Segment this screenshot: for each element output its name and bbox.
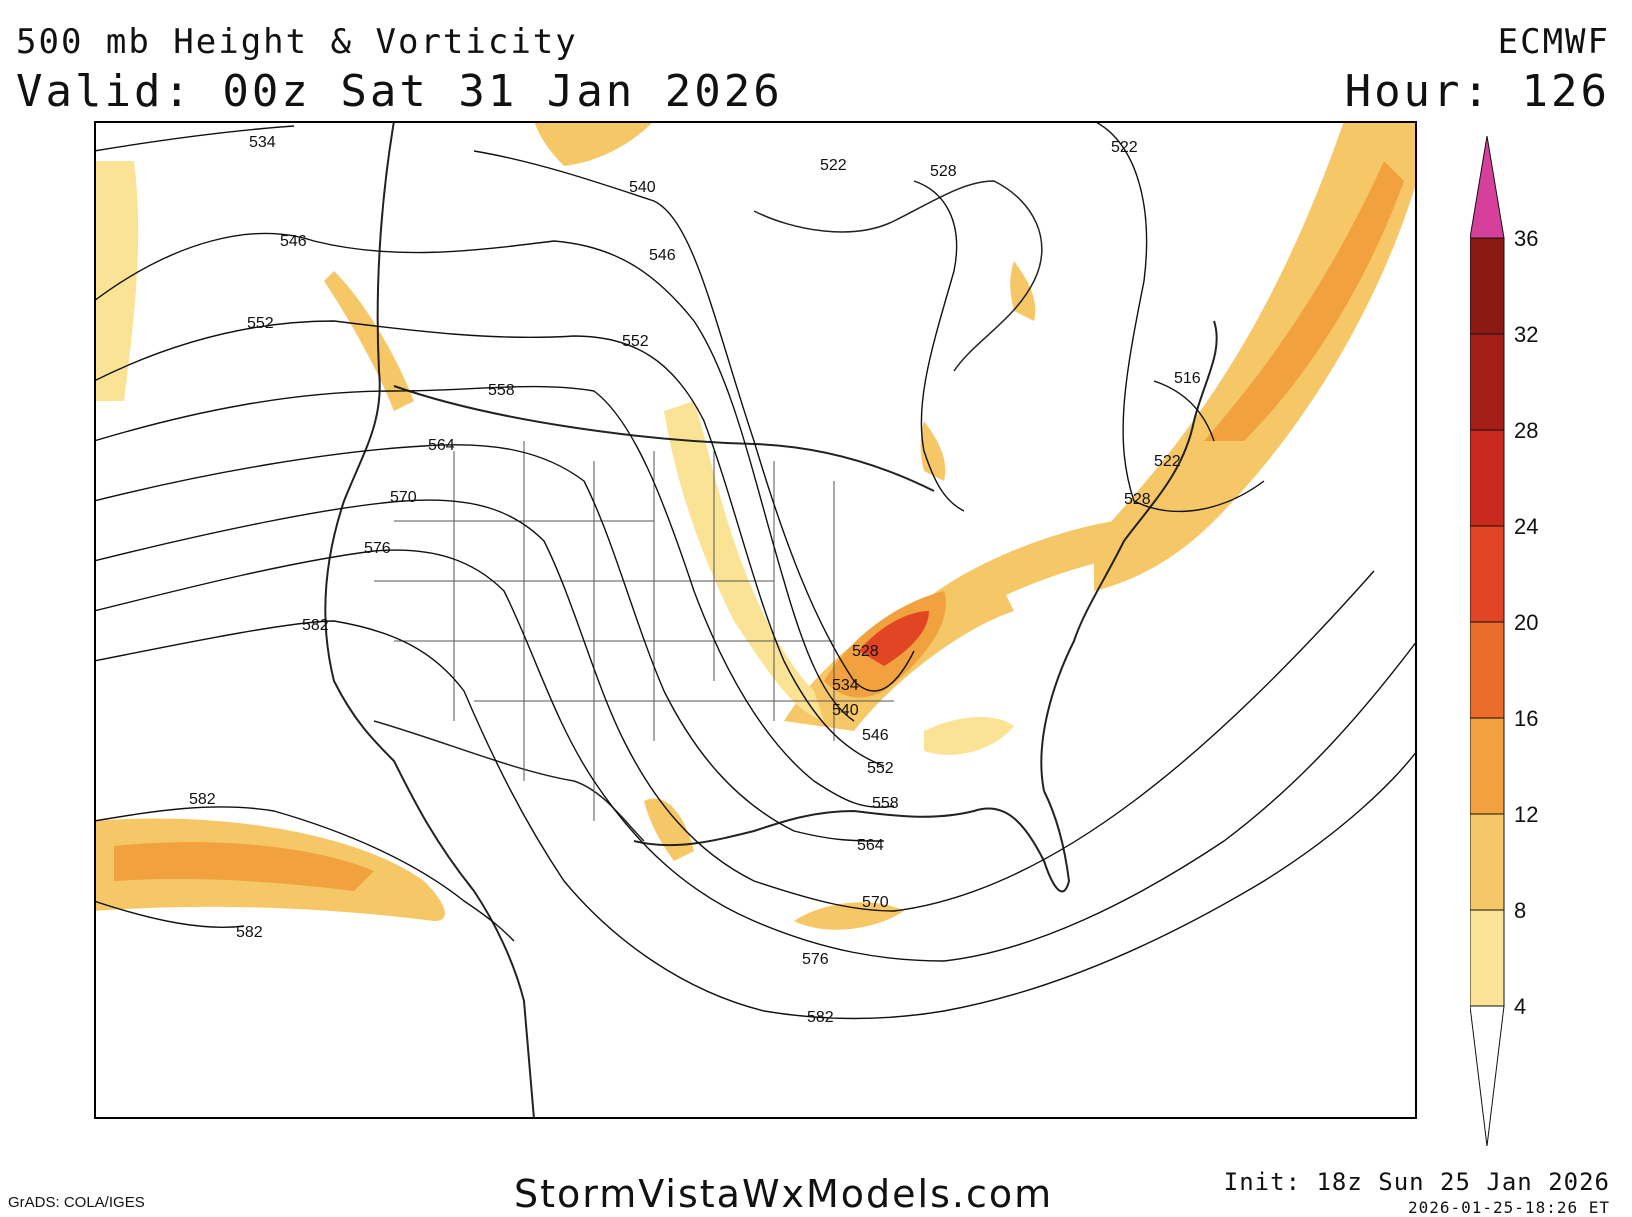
label-522-hudson: 522 [820, 157, 847, 174]
contour-522 [1093, 121, 1265, 513]
gulf-coastline [633, 790, 1071, 893]
colorbar-tick-32: 32 [1514, 322, 1538, 347]
colorbar-bin-4-8 [1470, 909, 1505, 1007]
label-582-sw2: 582 [236, 924, 263, 941]
contour-labels: 534 546 552 540 546 552 558 564 570 576 … [189, 134, 1201, 1026]
grads-credit: GrADS: COLA/IGES [8, 1194, 145, 1211]
label-552-west: 552 [247, 315, 274, 332]
colorbar-bin-20-24 [1470, 525, 1505, 623]
vort-band-atlantic [1094, 121, 1417, 591]
vort-pacific-sw-core [114, 842, 374, 891]
colorbar-bin-16-20 [1470, 621, 1505, 719]
vort-band-atlantic-core [1204, 161, 1404, 441]
vort-quebec [920, 421, 946, 481]
vort-max-core [859, 611, 929, 666]
label-522-ne: 522 [1111, 139, 1138, 156]
hudson-bay-shore [753, 180, 1043, 372]
contour-564 [94, 444, 885, 842]
generated-timestamp: 2026-01-25-18:26 ET [1407, 1198, 1610, 1217]
vort-hudson [534, 121, 654, 166]
colorbar-bin-12-16 [1470, 717, 1505, 815]
label-528-labrador: 528 [930, 163, 957, 180]
label-576-gulf: 576 [802, 951, 829, 968]
label-570-gulf: 570 [862, 894, 889, 911]
vort-pacific-west [94, 161, 139, 401]
label-546-west: 546 [280, 233, 307, 250]
colorbar-bin-24-28 [1470, 429, 1505, 527]
valid-time: Valid: 00z Sat 31 Jan 2026 [16, 66, 783, 117]
label-558: 558 [488, 382, 515, 399]
vorticity-shading [94, 121, 1417, 930]
colorbar-tick-12: 12 [1514, 802, 1538, 827]
contour-582-sw [94, 900, 245, 928]
colorbar-tick-28: 28 [1514, 418, 1538, 443]
contour-582 [94, 620, 1417, 1020]
label-534-nw: 534 [249, 134, 276, 151]
init-time: Init: 18z Sun 25 Jan 2026 [1223, 1168, 1610, 1196]
contour-570 [94, 499, 1375, 912]
colorbar-bin-28-32 [1470, 333, 1505, 431]
label-552-center: 552 [867, 760, 894, 777]
contour-546 [94, 232, 855, 722]
map-frame [94, 121, 1417, 1119]
height-vorticity-map: 534 546 552 540 546 552 558 564 570 576 … [94, 121, 1417, 1119]
pacific-coastline [324, 121, 535, 1119]
label-582-west: 582 [302, 617, 329, 634]
us-canada-border [393, 385, 935, 492]
colorbar-tick-8: 8 [1514, 898, 1526, 923]
site-watermark: StormVistaWxModels.com [514, 1172, 1054, 1216]
label-552-north: 552 [622, 333, 649, 350]
label-582-gulf: 582 [807, 1009, 834, 1026]
height-contours [94, 121, 1417, 1020]
contour-534 [94, 125, 295, 152]
colorbar-tick-4: 4 [1514, 994, 1526, 1019]
vort-band-plains [664, 401, 824, 721]
vort-southeast [924, 716, 1014, 755]
label-582-sw: 582 [189, 791, 216, 808]
us-mexico-border [373, 720, 645, 842]
vorticity-colorbar: 36 32 28 24 20 16 12 8 4 [1470, 136, 1538, 1147]
label-564-center: 564 [857, 837, 884, 854]
contour-540 [473, 150, 915, 692]
colorbar-bin-32-36 [1470, 237, 1505, 335]
contour-528 [913, 180, 965, 512]
boundaries [324, 121, 1218, 1119]
label-570: 570 [390, 489, 417, 506]
contour-516 [1153, 380, 1215, 442]
contour-558 [94, 385, 895, 808]
label-534-center: 534 [832, 677, 859, 694]
label-522-atlantic: 522 [1154, 453, 1181, 470]
label-540-center: 540 [832, 702, 859, 719]
contour-576 [94, 549, 1417, 962]
colorbar-tick-16: 16 [1514, 706, 1538, 731]
chart-title: 500 mb Height & Vorticity [16, 22, 578, 62]
vort-pacific-nw [324, 271, 414, 411]
contour-552 [94, 320, 885, 767]
label-516: 516 [1174, 370, 1201, 387]
label-558-center: 558 [872, 795, 899, 812]
vort-gulf [794, 902, 904, 930]
colorbar-bottom-arrow [1470, 1005, 1505, 1147]
label-528-center: 528 [852, 643, 879, 660]
label-540-north: 540 [629, 179, 656, 196]
colorbar-tick-24: 24 [1514, 514, 1538, 539]
label-576: 576 [364, 540, 391, 557]
colorbar-top-arrow [1470, 136, 1505, 239]
label-546-center: 546 [862, 727, 889, 744]
forecast-hour: Hour: 126 [1344, 66, 1610, 117]
atlantic-coastline [1040, 320, 1218, 792]
colorbar-tick-20: 20 [1514, 610, 1538, 635]
state-lines [374, 441, 894, 821]
label-564: 564 [428, 437, 455, 454]
label-546-north: 546 [649, 247, 676, 264]
model-name: ECMWF [1497, 22, 1610, 62]
colorbar-bin-8-12 [1470, 813, 1505, 911]
contour-582-south [94, 806, 515, 942]
colorbar-tick-36: 36 [1514, 226, 1538, 251]
label-528-atlantic: 528 [1124, 491, 1151, 508]
